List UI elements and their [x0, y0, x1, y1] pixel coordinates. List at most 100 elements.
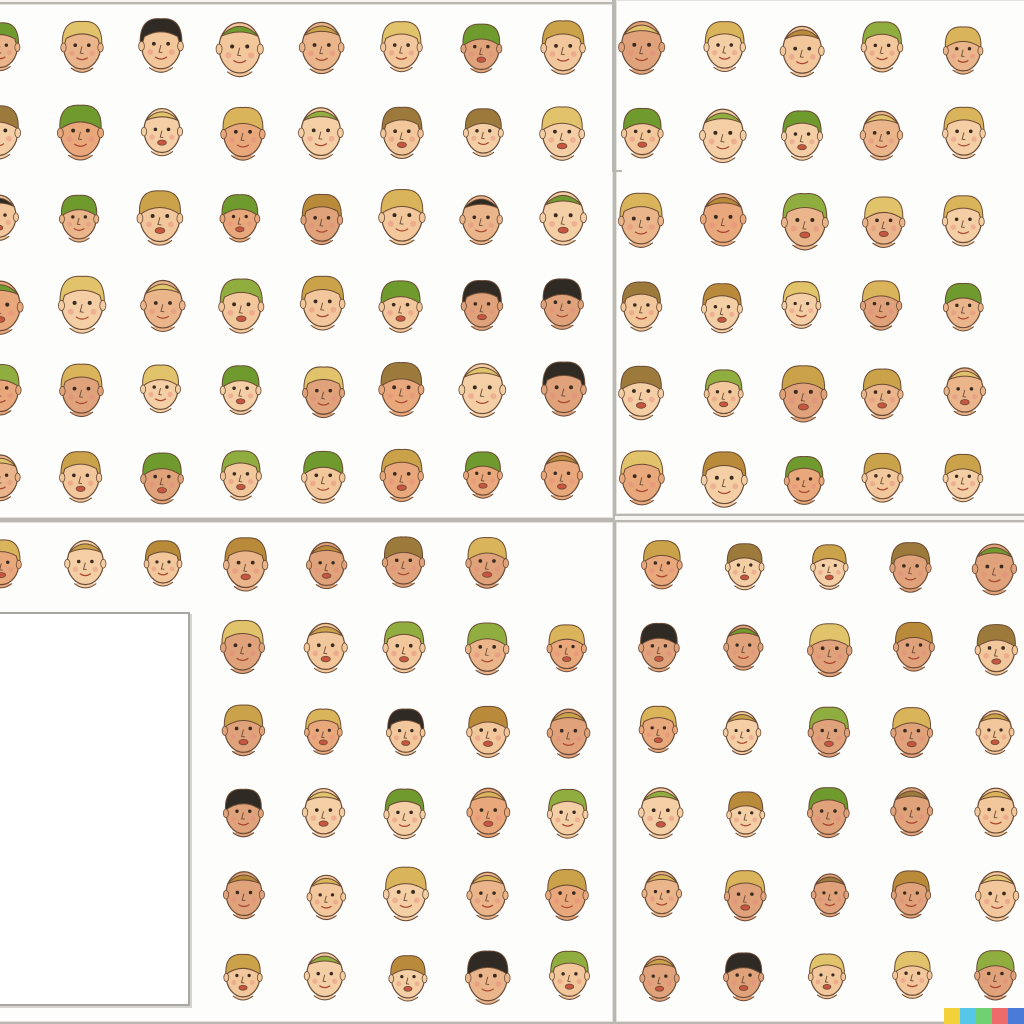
- face-icon: [859, 110, 904, 161]
- face-icon: [641, 870, 682, 918]
- face-icon: [893, 621, 935, 672]
- face-icon: [298, 107, 344, 160]
- face-icon: [810, 544, 849, 590]
- face-icon: [298, 21, 345, 75]
- face-icon: [860, 368, 904, 420]
- face-icon: [0, 539, 22, 589]
- face-icon: [779, 25, 825, 78]
- face-icon: [378, 189, 426, 246]
- face-icon: [860, 21, 904, 73]
- face-icon: [60, 20, 104, 73]
- face-icon: [303, 952, 346, 1001]
- face-icon: [971, 543, 1018, 596]
- face-icon: [464, 950, 511, 1005]
- face-icon: [305, 541, 348, 590]
- face-icon: [807, 706, 851, 758]
- face-icon: [724, 543, 765, 591]
- face-icon: [304, 708, 343, 755]
- face-icon: [219, 365, 262, 415]
- face-icon: [64, 540, 107, 589]
- blank-frame: [0, 612, 190, 1006]
- face-icon: [701, 283, 743, 334]
- face-icon: [383, 788, 426, 840]
- face-icon: [223, 953, 263, 1001]
- face-icon: [890, 787, 934, 837]
- face-icon: [699, 108, 747, 164]
- face-icon: [382, 621, 426, 674]
- face-icon: [378, 362, 425, 417]
- face-icon: [974, 950, 1017, 1001]
- face-icon: [58, 194, 100, 243]
- face-icon: [726, 791, 766, 838]
- face-icon: [540, 361, 587, 417]
- face-icon: [638, 787, 684, 840]
- face-icon: [974, 624, 1018, 676]
- face-icon: [699, 193, 747, 247]
- face-icon: [140, 364, 181, 414]
- face-icon: [465, 622, 510, 676]
- face-icon: [889, 542, 932, 593]
- face-icon: [140, 279, 186, 332]
- face-icon: [807, 623, 853, 678]
- face-icon: [223, 537, 269, 592]
- sheet-top-right-inset: [612, 0, 622, 172]
- face-icon: [379, 449, 424, 503]
- face-icon: [140, 107, 183, 157]
- strip-swatch: [976, 1008, 992, 1024]
- face-icon: [0, 22, 21, 72]
- face-icon: [0, 280, 24, 335]
- face-icon: [618, 450, 665, 506]
- face-icon: [388, 955, 428, 1002]
- face-icon: [861, 452, 904, 503]
- face-icon: [890, 870, 932, 919]
- face-icon: [723, 624, 764, 671]
- face-icon: [638, 622, 680, 673]
- face-icon: [810, 873, 850, 918]
- face-icon: [546, 708, 591, 759]
- face-icon: [215, 21, 264, 78]
- face-icon: [465, 537, 509, 589]
- face-icon: [638, 705, 678, 753]
- face-icon: [890, 707, 934, 759]
- face-icon: [386, 708, 426, 756]
- face-icon: [618, 365, 665, 421]
- face-icon: [639, 955, 680, 1002]
- face-icon: [943, 367, 987, 416]
- strip-swatch: [944, 1008, 960, 1024]
- face-icon: [807, 787, 850, 839]
- face-icon: [466, 871, 509, 920]
- face-icon: [460, 23, 503, 74]
- strip-swatch: [960, 1008, 976, 1024]
- face-icon: [462, 108, 504, 157]
- face-icon: [859, 280, 903, 331]
- face-icon: [382, 866, 429, 922]
- face-icon: [0, 194, 19, 241]
- face-icon: [539, 106, 585, 161]
- face-icon: [546, 788, 589, 839]
- face-icon: [458, 363, 507, 418]
- face-icon: [138, 18, 184, 73]
- face-icon: [301, 787, 346, 838]
- face-icon: [975, 710, 1015, 755]
- face-icon: [466, 787, 511, 839]
- face-icon: [220, 620, 266, 675]
- face-icon: [299, 275, 346, 331]
- strip-swatch: [1008, 1008, 1024, 1024]
- face-icon: [463, 451, 503, 499]
- face-icon: [862, 196, 906, 248]
- color-strip: [944, 1008, 1024, 1024]
- face-icon: [378, 280, 423, 333]
- face-icon: [380, 21, 423, 73]
- face-icon: [618, 20, 666, 75]
- face-icon: [723, 952, 765, 1002]
- face-icon: [975, 871, 1020, 922]
- face-icon: [942, 26, 984, 75]
- face-icon: [540, 451, 584, 501]
- face-icon: [540, 278, 584, 330]
- face-icon: [143, 540, 183, 587]
- face-icon: [722, 710, 762, 756]
- face-icon: [942, 106, 986, 160]
- face-icon: [136, 190, 184, 246]
- face-icon: [0, 364, 22, 416]
- strip-swatch: [992, 1008, 1008, 1024]
